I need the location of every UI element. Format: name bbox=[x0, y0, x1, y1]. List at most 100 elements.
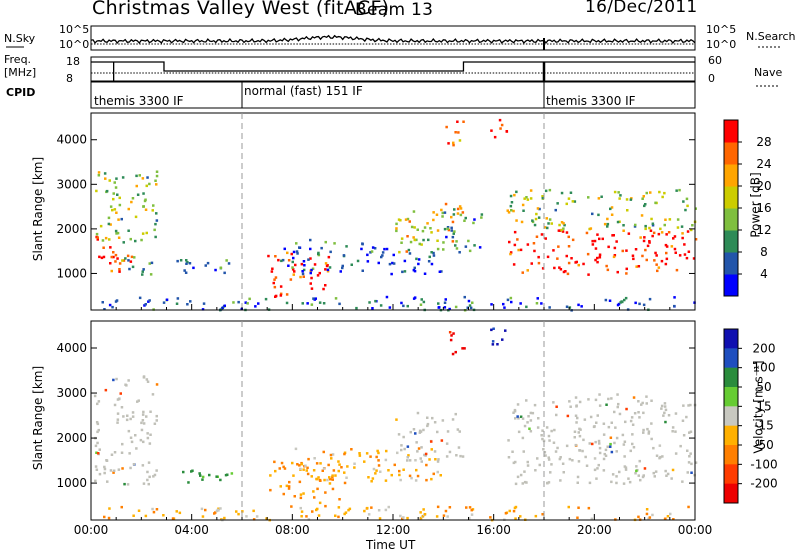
freq-panel bbox=[90, 56, 696, 82]
nsky-tick-low: 10^0 bbox=[59, 38, 90, 51]
colorbar-tick-label: 28 bbox=[756, 135, 771, 149]
velocity-colorbar-label: Velocity [m s⁻¹] bbox=[751, 360, 766, 454]
colorbar-tick-label: 24 bbox=[756, 157, 771, 171]
xtick-label: 20:00 bbox=[577, 523, 612, 537]
velocity-region-8 bbox=[103, 505, 690, 522]
ytick-label: 3000 bbox=[56, 386, 87, 400]
nave-label: Nave bbox=[754, 66, 783, 79]
velocity-region-0 bbox=[93, 375, 159, 486]
nave-tick-high: 60 bbox=[708, 54, 722, 67]
power-colorbar-cell bbox=[724, 274, 738, 297]
cpid-segment-3: themis 3300 IF bbox=[546, 94, 636, 108]
power-colorbar-cell bbox=[724, 252, 738, 275]
cpid-segment-1: themis 3300 IF bbox=[94, 94, 184, 108]
cpid-segment-2: normal (fast) 151 IF bbox=[244, 84, 363, 98]
nsky-line bbox=[90, 34, 696, 45]
cpid-label: CPID bbox=[6, 86, 36, 99]
xtick-label: 04:00 bbox=[174, 523, 209, 537]
ytick-label: 2000 bbox=[56, 431, 87, 445]
ytick-label: 1000 bbox=[56, 266, 87, 280]
velocity-colorbar-cell bbox=[724, 387, 738, 407]
colorbar-tick-label: 20 bbox=[756, 179, 771, 193]
colorbar-tick-label: -50 bbox=[754, 438, 774, 452]
colorbar-tick-label: 12 bbox=[756, 223, 771, 237]
beam-label: Beam 13 bbox=[355, 0, 434, 20]
freq-tick-high: 18 bbox=[66, 55, 80, 68]
ytick-label: 4000 bbox=[56, 133, 87, 147]
velocity-frame bbox=[90, 320, 696, 521]
power-region-12 bbox=[101, 295, 696, 312]
velocity-colorbar-cell bbox=[724, 367, 738, 388]
nsearch-label: N.Search bbox=[746, 30, 796, 43]
colorbar-tick-label: 200 bbox=[753, 341, 776, 355]
power-region-5 bbox=[280, 238, 443, 276]
ytick-label: 2000 bbox=[56, 222, 87, 236]
velocity-ylabel: Slant Range [km] bbox=[31, 365, 46, 471]
velocity-colorbar-cell bbox=[724, 425, 738, 446]
power-frame bbox=[90, 112, 696, 311]
nsky-label: N.Sky bbox=[4, 32, 36, 45]
xtick-label: 00:00 bbox=[74, 523, 109, 537]
colorbar-tick-label: 100 bbox=[753, 361, 776, 375]
time-xlabel: Time UT bbox=[366, 538, 416, 552]
power-region-6 bbox=[395, 202, 466, 254]
power-region-0 bbox=[95, 235, 134, 273]
velocity-region-1 bbox=[182, 469, 234, 484]
power-region-1 bbox=[95, 170, 159, 244]
power-region-7 bbox=[443, 211, 484, 254]
freq-unit: [MHz] bbox=[4, 66, 37, 79]
freq-line bbox=[91, 61, 695, 72]
colorbar-tick-label: 15 bbox=[756, 399, 771, 413]
velocity-colorbar-cell bbox=[724, 464, 738, 485]
power-colorbar-cell bbox=[724, 164, 738, 187]
nave-tick-low: 0 bbox=[708, 72, 715, 85]
velocity-region-2 bbox=[269, 460, 343, 508]
xtick-label: 12:00 bbox=[376, 523, 411, 537]
power-region-4 bbox=[267, 251, 331, 298]
power-region-9 bbox=[490, 118, 509, 139]
power-region-8 bbox=[445, 120, 465, 147]
power-colorbar-cell bbox=[724, 142, 738, 165]
velocity-colorbar-cell bbox=[724, 483, 738, 504]
velocity-colorbar-frame bbox=[723, 328, 739, 504]
velocity-colorbar-cell bbox=[724, 348, 738, 369]
nsky-tick-high: 10^5 bbox=[59, 23, 90, 36]
power-ylabel: Slant Range [km] bbox=[31, 156, 46, 262]
velocity-region-4 bbox=[395, 411, 465, 463]
cpid-panel bbox=[90, 81, 696, 109]
power-colorbar-label: Power [dB] bbox=[748, 172, 763, 238]
colorbar-tick-label: 50 bbox=[756, 380, 771, 394]
power-colorbar-cell bbox=[724, 186, 738, 209]
xtick-label: 08:00 bbox=[275, 523, 310, 537]
velocity-colorbar-cell bbox=[724, 329, 738, 349]
colorbar-tick-label: 16 bbox=[756, 201, 771, 215]
xtick-label: 00:00 bbox=[678, 523, 713, 537]
date-label: 16/Dec/2011 bbox=[585, 0, 698, 17]
freq-label: Freq. bbox=[4, 53, 32, 66]
colorbar-tick-label: 4 bbox=[760, 267, 768, 281]
colorbar-tick-label: -200 bbox=[750, 477, 777, 491]
power-colorbar-cell bbox=[724, 208, 738, 231]
xtick-label: 16:00 bbox=[476, 523, 511, 537]
ytick-label: 1000 bbox=[56, 476, 87, 490]
ytick-label: 4000 bbox=[56, 341, 87, 355]
velocity-region-3 bbox=[294, 447, 442, 485]
power-region-3 bbox=[176, 259, 231, 275]
power-region-11 bbox=[506, 188, 697, 232]
velocity-region-6 bbox=[490, 327, 507, 346]
colorbar-tick-label: 8 bbox=[760, 245, 768, 259]
nsky-panel bbox=[90, 25, 696, 51]
velocity-colorbar-cell bbox=[724, 445, 738, 465]
velocity-region-5 bbox=[448, 331, 466, 356]
nsearch-tick-low: 10^0 bbox=[706, 38, 737, 51]
freq-tick-low: 8 bbox=[66, 72, 73, 85]
velocity-colorbar-cell bbox=[724, 406, 738, 427]
power-colorbar-cell bbox=[724, 120, 738, 143]
radar-title: Christmas Valley West (fitACF) bbox=[92, 0, 390, 19]
velocity-region-7 bbox=[507, 393, 698, 486]
power-region-10 bbox=[508, 229, 698, 276]
power-colorbar-cell bbox=[724, 230, 738, 253]
ytick-label: 3000 bbox=[56, 177, 87, 191]
colorbar-tick-label: -100 bbox=[750, 457, 777, 471]
